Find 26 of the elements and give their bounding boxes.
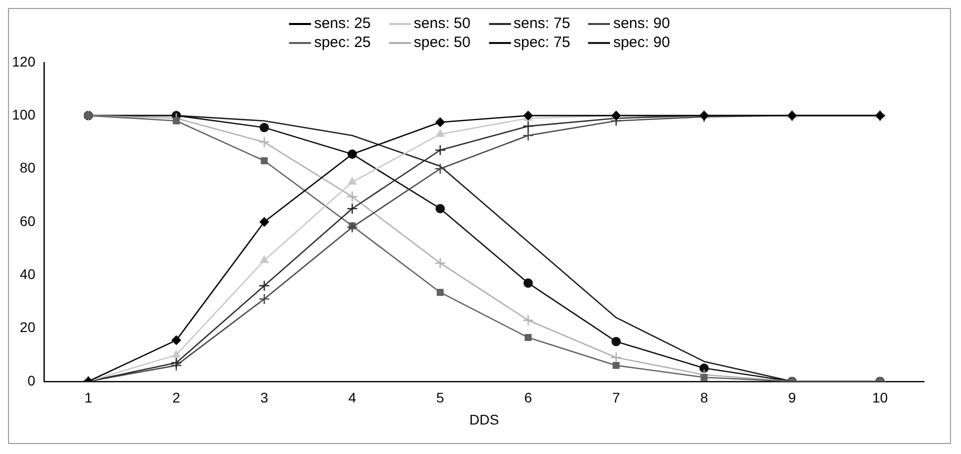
legend-label: sens: 75 xyxy=(514,15,570,32)
x-axis-title: DDS xyxy=(469,411,499,428)
legend-label: sens: 25 xyxy=(314,15,371,32)
x-tick-label: 2 xyxy=(172,390,180,406)
legend-label: spec: 50 xyxy=(414,34,470,51)
y-tick-label: 120 xyxy=(12,53,36,70)
y-tick-label: 0 xyxy=(28,372,36,388)
y-tick-label: 60 xyxy=(20,212,36,229)
x-tick-label: 8 xyxy=(700,390,708,406)
x-tick-label: 1 xyxy=(84,390,92,406)
legend-label: spec: 75 xyxy=(514,34,570,51)
y-tick-label: 40 xyxy=(20,266,36,282)
y-tick-label: 20 xyxy=(20,319,36,336)
y-tick-label: 100 xyxy=(12,106,36,122)
legend-label: spec: 25 xyxy=(314,34,371,51)
y-tick-label: 80 xyxy=(20,160,36,176)
legend-label: sens: 90 xyxy=(613,15,670,32)
legend-label: spec: 90 xyxy=(613,34,670,51)
x-tick-label: 5 xyxy=(436,390,444,406)
x-tick-label: 3 xyxy=(260,390,268,406)
x-tick-label: 6 xyxy=(524,390,532,406)
legend-label: sens: 50 xyxy=(414,15,470,32)
x-tick-label: 10 xyxy=(872,390,888,406)
x-tick-label: 9 xyxy=(788,390,796,406)
x-tick-label: 4 xyxy=(348,390,356,406)
x-tick-label: 7 xyxy=(612,390,620,406)
